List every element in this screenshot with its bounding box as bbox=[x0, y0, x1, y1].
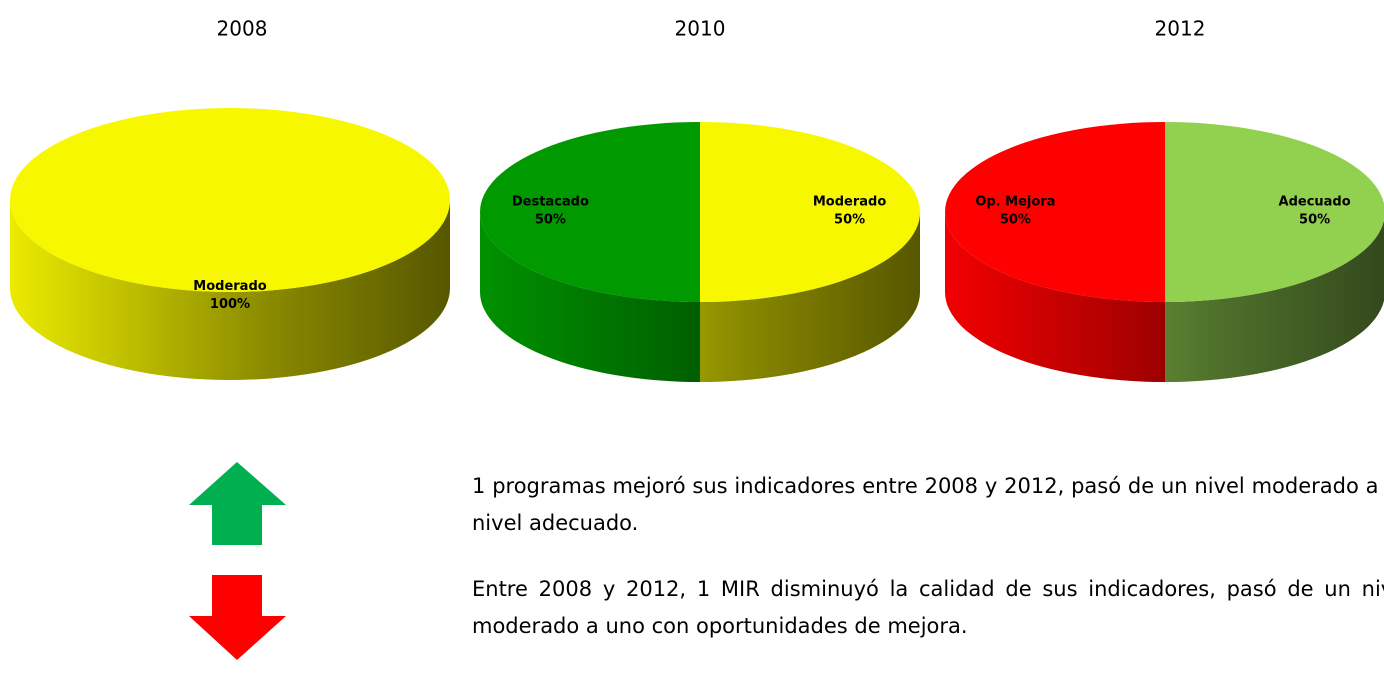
up-arrow bbox=[189, 462, 286, 545]
slice-value-label: 50% bbox=[535, 213, 566, 228]
pie-slice bbox=[10, 108, 450, 292]
slice-label: Adecuado bbox=[1279, 195, 1351, 210]
pie-slice bbox=[1165, 122, 1384, 302]
slice-label: Op. Mejora bbox=[975, 195, 1055, 210]
pie-slice bbox=[945, 122, 1165, 302]
slice-value-label: 50% bbox=[834, 213, 865, 228]
slice-value-label: 100% bbox=[210, 297, 250, 312]
chart-title: 2008 bbox=[217, 17, 268, 41]
pie-side-shade bbox=[945, 212, 1384, 382]
charts: 2008 Moderado 100% 2010 Moderado 50% Destacado… bbox=[10, 17, 1384, 382]
pie-slice bbox=[700, 122, 920, 302]
chart-title: 2012 bbox=[1155, 17, 1206, 41]
slice-value-label: 50% bbox=[1299, 213, 1330, 228]
note: Entre 2008 y 2012, 1 MIR disminuyó la ca… bbox=[472, 577, 1384, 638]
page: 2008 Moderado 100% 2010 Moderado 50% Destacado… bbox=[10, 16, 1384, 660]
pie-side-shade bbox=[10, 200, 450, 380]
pie-side-shade bbox=[480, 212, 920, 382]
note: 1 programas mejoró sus indicadores entre… bbox=[472, 474, 1384, 535]
slice-value-label: 50% bbox=[1000, 213, 1031, 228]
chart-title: 2010 bbox=[675, 17, 726, 41]
notes: 1 programas mejoró sus indicadores entre… bbox=[472, 468, 1384, 674]
down-arrow bbox=[189, 575, 286, 660]
pie-slice bbox=[480, 122, 700, 302]
slice-label: Moderado bbox=[813, 195, 886, 210]
slice-label: Moderado bbox=[193, 279, 266, 294]
slice-label: Destacado bbox=[512, 195, 589, 210]
